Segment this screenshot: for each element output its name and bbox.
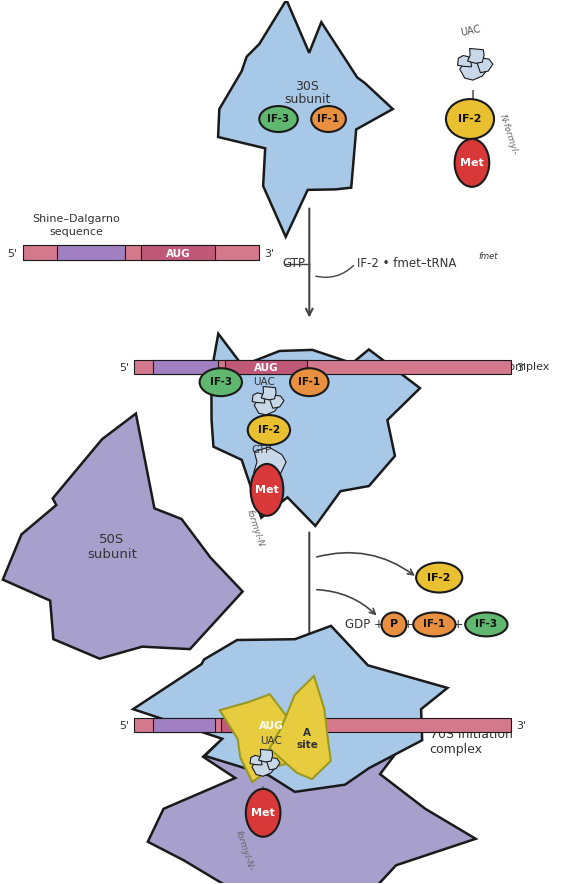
Polygon shape: [148, 709, 476, 884]
Text: 30S initiation complex: 30S initiation complex: [425, 362, 549, 372]
Text: 70S initiation: 70S initiation: [430, 728, 513, 741]
Text: UAC: UAC: [460, 24, 482, 38]
Ellipse shape: [259, 106, 298, 132]
Polygon shape: [252, 392, 265, 403]
Text: subunit: subunit: [87, 548, 137, 561]
Ellipse shape: [381, 613, 407, 636]
Text: formyl-N: formyl-N: [244, 507, 265, 548]
Text: Met: Met: [460, 158, 484, 168]
Text: AUG: AUG: [166, 248, 190, 259]
Text: 3': 3': [516, 363, 526, 373]
Text: complex: complex: [430, 743, 483, 756]
Polygon shape: [133, 626, 448, 792]
Bar: [134, 361, 511, 374]
Ellipse shape: [290, 369, 328, 396]
Bar: [57, 245, 124, 260]
Text: N-formyl-: N-formyl-: [498, 113, 520, 156]
Bar: [153, 361, 218, 374]
Ellipse shape: [454, 139, 489, 187]
Bar: [141, 245, 215, 260]
Ellipse shape: [251, 464, 283, 515]
Text: P: P: [390, 620, 398, 629]
Text: 30S: 30S: [295, 80, 319, 93]
Text: Met: Met: [255, 484, 279, 495]
Polygon shape: [218, 0, 393, 237]
Polygon shape: [457, 56, 472, 67]
Polygon shape: [254, 396, 279, 415]
Polygon shape: [468, 49, 484, 64]
Text: A
site: A site: [297, 728, 319, 750]
Text: 5': 5': [7, 248, 18, 259]
Polygon shape: [270, 395, 284, 408]
Text: IF-2: IF-2: [427, 573, 451, 583]
Text: IF-2: IF-2: [258, 425, 280, 435]
Polygon shape: [3, 414, 242, 659]
Polygon shape: [252, 758, 276, 776]
Polygon shape: [262, 386, 276, 400]
Text: IF-3: IF-3: [267, 114, 290, 124]
Text: 50S: 50S: [100, 533, 124, 546]
Text: IF-1: IF-1: [298, 377, 320, 387]
Polygon shape: [211, 333, 420, 526]
Text: UAC: UAC: [253, 377, 275, 387]
Bar: [221, 718, 321, 732]
Text: 5': 5': [119, 363, 130, 373]
Text: +: +: [402, 618, 413, 631]
Text: AUG: AUG: [259, 721, 283, 731]
Ellipse shape: [248, 415, 290, 445]
Bar: [134, 718, 511, 732]
Text: subunit: subunit: [284, 93, 331, 105]
Text: IF-3: IF-3: [475, 620, 498, 629]
Text: GTP: GTP: [282, 257, 305, 271]
Polygon shape: [460, 58, 488, 80]
Bar: [153, 718, 215, 732]
Text: IF-1: IF-1: [423, 620, 445, 629]
Text: Met: Met: [251, 808, 275, 818]
Text: formyl-N-: formyl-N-: [233, 829, 255, 873]
Ellipse shape: [246, 789, 281, 837]
Text: GDP +: GDP +: [345, 618, 384, 631]
Text: fmet: fmet: [479, 252, 498, 261]
Ellipse shape: [465, 613, 507, 636]
Polygon shape: [250, 756, 262, 765]
Ellipse shape: [446, 99, 494, 139]
Ellipse shape: [311, 106, 346, 132]
Text: 3': 3': [516, 721, 526, 731]
Ellipse shape: [200, 369, 242, 396]
Text: IF-3: IF-3: [210, 377, 232, 387]
Text: UAC: UAC: [260, 736, 282, 746]
Text: sequence: sequence: [50, 226, 103, 237]
Text: GTP: GTP: [251, 445, 271, 455]
Text: 5': 5': [119, 721, 130, 731]
Text: IF-2: IF-2: [458, 114, 482, 124]
Bar: [225, 361, 308, 374]
Polygon shape: [259, 750, 272, 762]
Text: 3': 3': [264, 248, 274, 259]
Text: Shine–Dalgarno: Shine–Dalgarno: [33, 214, 120, 224]
Polygon shape: [270, 676, 331, 779]
Ellipse shape: [413, 613, 456, 636]
Text: AUG: AUG: [253, 363, 278, 373]
Text: IF-1: IF-1: [317, 114, 340, 124]
Polygon shape: [220, 694, 295, 782]
Text: +: +: [452, 618, 463, 631]
Text: IF-2 • fmet–tRNA: IF-2 • fmet–tRNA: [358, 257, 457, 271]
Polygon shape: [476, 57, 493, 72]
Polygon shape: [266, 758, 280, 770]
Bar: [22, 245, 259, 260]
Polygon shape: [253, 447, 286, 476]
Ellipse shape: [416, 562, 463, 592]
